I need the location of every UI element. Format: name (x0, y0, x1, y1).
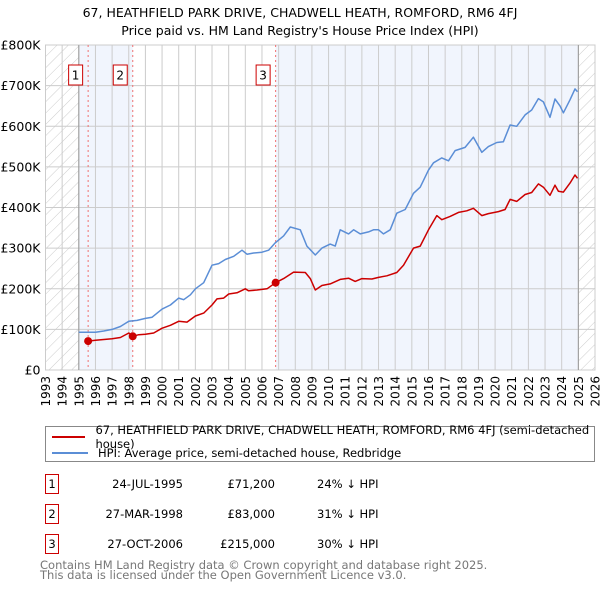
x-tick-label: 1994 (56, 376, 70, 407)
transaction-date: 24-JUL-1995 (112, 477, 183, 491)
sale-point (84, 337, 93, 346)
legend-blue-line-icon (52, 452, 88, 454)
x-tick-label: 2004 (222, 376, 236, 407)
x-tick-label: 2024 (555, 376, 569, 407)
x-tick-label: 2008 (289, 376, 303, 407)
x-tick-label: 2002 (189, 376, 203, 407)
transaction-price: £83,000 (227, 507, 275, 521)
x-tick-label: 1998 (122, 376, 136, 407)
legend-red-line-icon (52, 436, 86, 438)
x-tick-label: 2014 (389, 376, 403, 407)
x-tick-label: 2010 (322, 376, 336, 407)
hpi-line (78, 88, 579, 333)
x-tick-label: 2001 (172, 376, 186, 407)
x-tick-label: 2025 (572, 376, 586, 407)
transaction-hpi-diff: 30% ↓ HPI (317, 537, 379, 551)
legend: 67, HEATHFIELD PARK DRIVE, CHADWELL HEAT… (45, 423, 595, 462)
transaction-row: 3 27-OCT-2006 £215,000 30% ↓ HPI (45, 534, 465, 554)
transaction-date: 27-OCT-2006 (107, 537, 183, 551)
transaction-price: £215,000 (220, 537, 275, 551)
x-tick-label: 2023 (539, 376, 553, 407)
x-tick-label: 2007 (272, 376, 286, 407)
y-tick-label: £0 (25, 363, 41, 378)
sale-point (271, 278, 280, 287)
sale-label: 2 (116, 69, 124, 83)
x-tick-label: 2009 (305, 376, 319, 407)
x-tick-label: 2000 (156, 376, 170, 407)
chart-title: 67, HEATHFIELD PARK DRIVE, CHADWELL HEAT… (83, 5, 518, 20)
x-tick-label: 2022 (522, 376, 536, 407)
sale-label: 3 (259, 69, 267, 83)
x-tick-label: 2011 (339, 376, 353, 407)
transaction-hpi-diff: 24% ↓ HPI (317, 477, 379, 491)
y-tick-label: £500K (0, 159, 41, 174)
y-tick-label: £400K (0, 200, 41, 215)
x-tick-label: 2015 (405, 376, 419, 407)
footer: Contains HM Land Registry data © Crown c… (40, 558, 488, 582)
x-tick-label: 2003 (206, 376, 220, 407)
footer-licence: This data is licensed under the Open Gov… (40, 568, 407, 582)
sale-label-box (255, 64, 271, 86)
sale-label-box (68, 64, 84, 86)
x-tick-label: 2006 (255, 376, 269, 407)
y-tick-label: £600K (0, 119, 41, 134)
price-chart: 67, HEATHFIELD PARK DRIVE, CHADWELL HEAT… (0, 5, 600, 407)
x-tick-label: 1993 (39, 376, 53, 407)
x-tick-label: 1996 (89, 376, 103, 407)
transaction-price: £71,200 (227, 477, 275, 491)
footer-copyright: Contains HM Land Registry data © Crown c… (40, 558, 488, 572)
x-tick-label: 2019 (472, 376, 486, 407)
x-tick-label: 2017 (439, 376, 453, 407)
transaction-date: 27-MAR-1998 (105, 507, 183, 521)
legend-item-property: 67, HEATHFIELD PARK DRIVE, CHADWELL HEAT… (52, 423, 594, 451)
x-tick-label: 1997 (106, 376, 120, 407)
x-tick-label: 2020 (489, 376, 503, 407)
property-price-line (88, 174, 579, 342)
x-tick-label: 2016 (422, 376, 436, 407)
transaction-row: 2 27-MAR-1998 £83,000 31% ↓ HPI (45, 504, 465, 524)
legend-item-hpi: HPI: Average price, semi-detached house,… (52, 445, 401, 461)
transaction-number: 3 (45, 534, 59, 554)
x-tick-label: 2021 (505, 376, 519, 407)
y-tick-label: £300K (0, 241, 41, 256)
x-tick-label: 2026 (589, 376, 600, 407)
plot-border (45, 44, 596, 371)
sale-label-box (112, 64, 128, 86)
y-tick-label: £200K (0, 281, 41, 296)
x-tick-label: 2012 (355, 376, 369, 407)
y-tick-label: £700K (0, 78, 41, 93)
y-tick-label: £100K (0, 322, 41, 337)
x-tick-label: 2005 (239, 376, 253, 407)
transaction-number: 2 (45, 504, 59, 524)
legend-label-property: 67, HEATHFIELD PARK DRIVE, CHADWELL HEAT… (95, 423, 590, 451)
transaction-number: 1 (45, 474, 59, 494)
y-tick-label: £800K (0, 38, 41, 53)
legend-label-hpi: HPI: Average price, semi-detached house,… (98, 446, 402, 460)
x-tick-label: 1995 (72, 376, 86, 407)
chart-subtitle: Price paid vs. HM Land Registry's House … (121, 23, 478, 38)
sale-label: 1 (72, 69, 80, 83)
transaction-hpi-diff: 31% ↓ HPI (317, 507, 379, 521)
x-tick-label: 2013 (372, 376, 386, 407)
sale-point (128, 332, 137, 341)
x-tick-label: 2018 (455, 376, 469, 407)
x-tick-label: 1999 (139, 376, 153, 407)
transaction-row: 1 24-JUL-1995 £71,200 24% ↓ HPI (45, 474, 465, 494)
